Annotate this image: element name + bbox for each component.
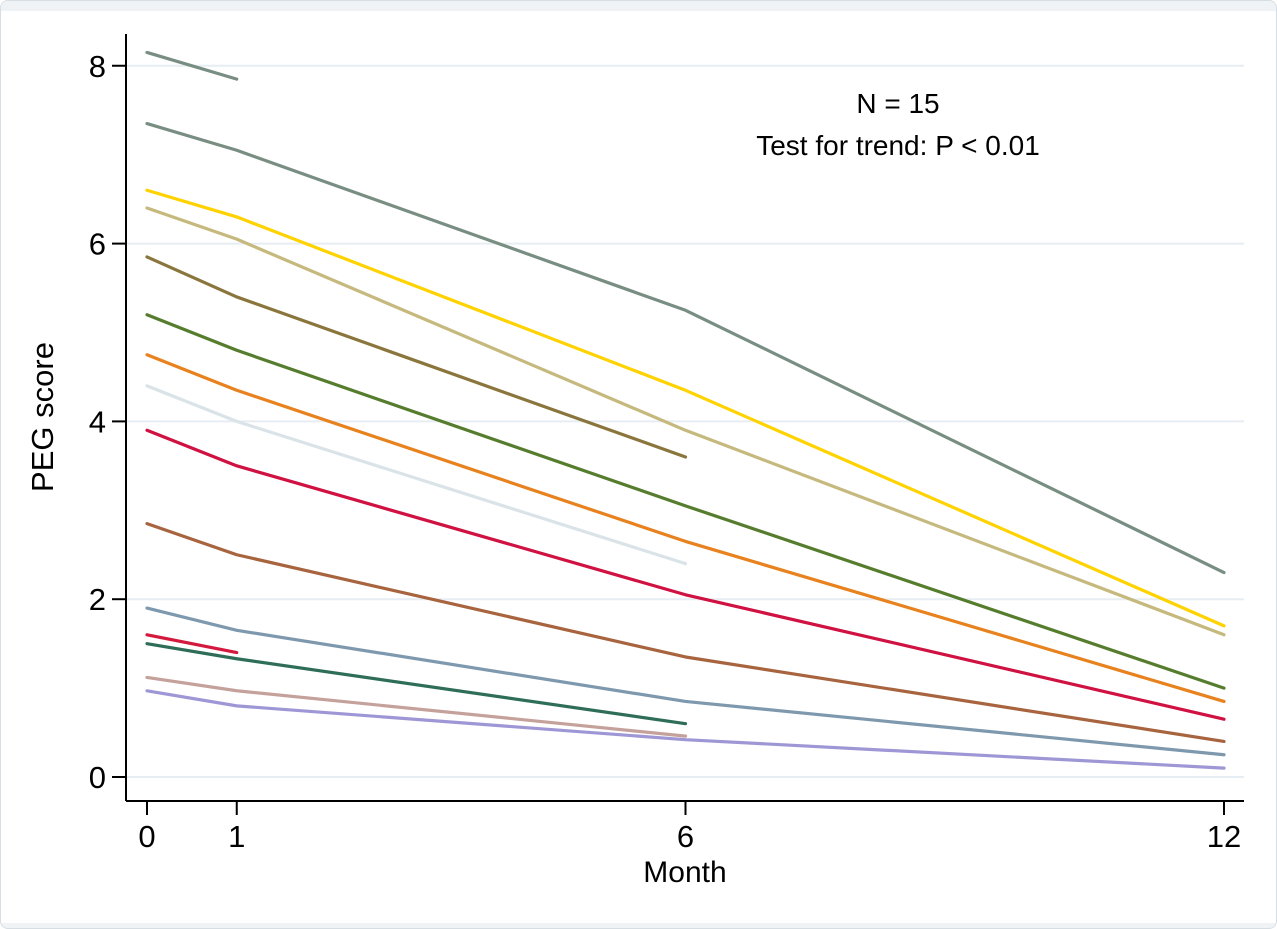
y-tick-label-4: 4 <box>89 404 106 439</box>
y-tick-label-2: 2 <box>89 582 106 617</box>
annotation: N = 15 Test for trend: P < 0.01 <box>756 83 1040 167</box>
series-patient-12 <box>145 633 239 655</box>
x-tick-label-1: 1 <box>228 819 245 854</box>
x-tick-label-6: 6 <box>677 819 694 854</box>
series-patient-6 <box>145 313 1226 690</box>
series-patient-8 <box>145 384 688 566</box>
series-patient-11 <box>145 606 1226 757</box>
y-tick-label-8: 8 <box>89 49 106 84</box>
bottom-margin-strip <box>1 923 1276 928</box>
y-axis-title: PEG score <box>25 342 60 492</box>
series-patient-13 <box>145 642 688 726</box>
x-tick-label-0: 0 <box>138 819 155 854</box>
x-axis-title: Month <box>643 856 727 889</box>
series-patient-14 <box>145 675 688 738</box>
top-margin-strip <box>1 1 1276 11</box>
series-patient-7 <box>145 353 1226 704</box>
series-patient-1 <box>145 50 239 81</box>
y-tick-label-6: 6 <box>89 227 106 262</box>
annotation-line-trend: Test for trend: P < 0.01 <box>756 130 1040 161</box>
y-tick-label-0: 0 <box>89 760 106 795</box>
series-patient-15 <box>145 689 1226 770</box>
series-patient-9 <box>145 428 1226 721</box>
series-patient-3 <box>145 188 1226 628</box>
series-patient-2 <box>145 121 1226 575</box>
series-patient-4 <box>145 206 1226 637</box>
x-tick-label-12: 12 <box>1207 819 1241 854</box>
series-patient-10 <box>145 522 1226 744</box>
annotation-line-n: N = 15 <box>856 88 940 119</box>
series-patient-5 <box>145 255 688 459</box>
